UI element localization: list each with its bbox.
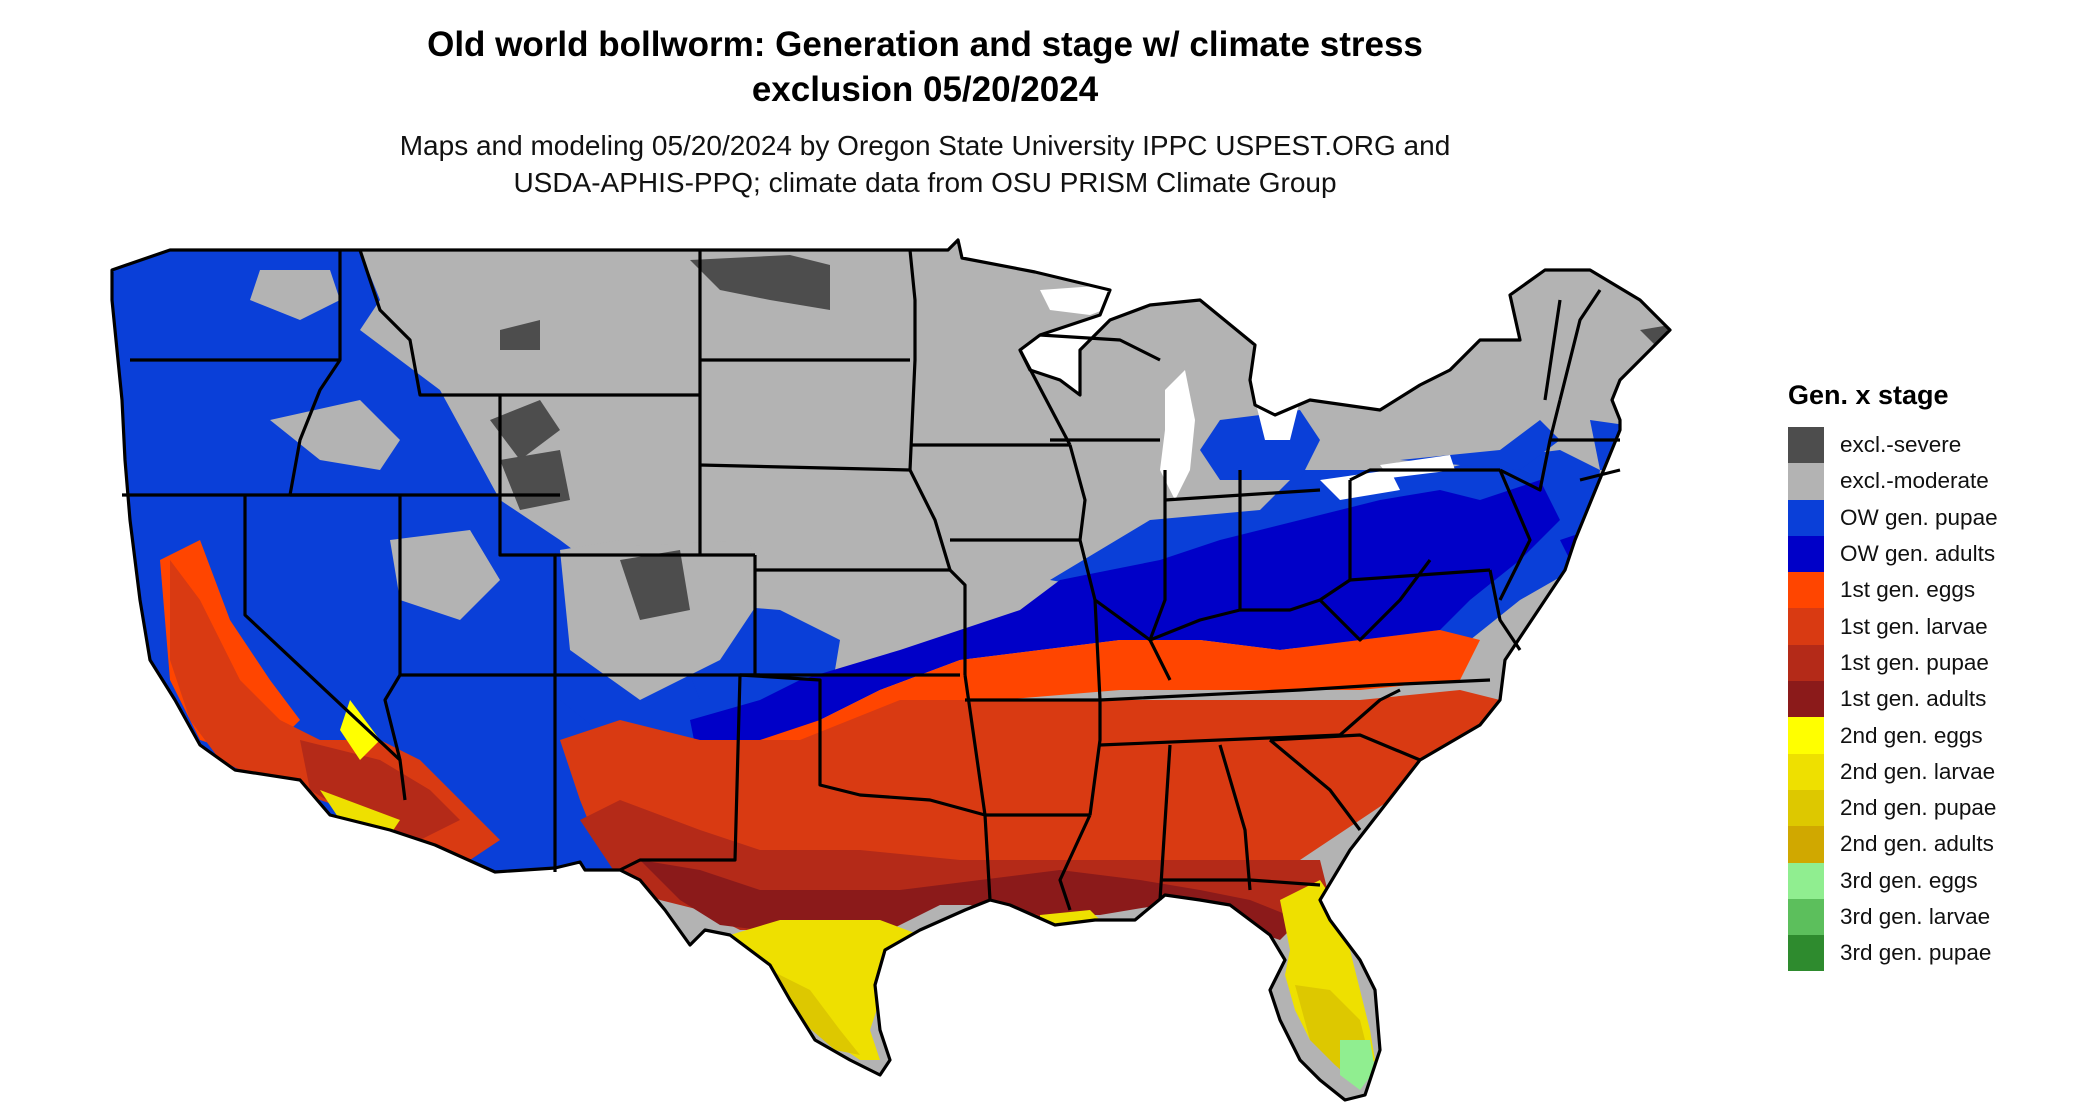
- legend-label: 3rd gen. eggs: [1840, 867, 1978, 893]
- legend-item: 3rd gen. larvae: [1788, 898, 2078, 936]
- legend-item: 1st gen. pupae: [1788, 644, 2078, 682]
- legend-item: 1st gen. eggs: [1788, 572, 2078, 609]
- legend-label: excl.-severe: [1840, 432, 1962, 458]
- legend-swatch: [1788, 717, 1824, 754]
- legend-label: 3rd gen. larvae: [1840, 904, 1991, 929]
- legend-swatch: [1788, 463, 1824, 500]
- legend-swatch: [1788, 753, 1824, 790]
- legend-label: 2nd gen. eggs: [1840, 722, 1983, 748]
- legend-swatch: [1788, 935, 1824, 972]
- map-title-line-2: exclusion 05/20/2024: [751, 70, 1099, 109]
- legend-swatch: [1788, 572, 1824, 609]
- legend-swatch: [1788, 535, 1824, 573]
- legend-item: 2nd gen. eggs: [1788, 717, 2078, 754]
- legend-item: OW gen. pupae: [1788, 499, 2078, 536]
- legend-label: OW gen. pupae: [1840, 504, 1998, 530]
- legend-title: Gen. x stage: [1788, 380, 1949, 410]
- legend-item: excl.-moderate: [1788, 463, 2078, 500]
- legend-swatch: [1788, 644, 1824, 682]
- legend-label: 2nd gen. larvae: [1840, 758, 1996, 784]
- map-subtitle: Maps and modeling 05/20/2024 by Oregon S…: [0, 127, 1850, 201]
- legend-item: 2nd gen. pupae: [1788, 789, 2078, 827]
- map-subtitle-line-2: USDA-APHIS-PPQ; climate data from OSU PR…: [513, 167, 1337, 198]
- legend-swatch: [1788, 898, 1824, 936]
- legend-item: 3rd gen. eggs: [1788, 862, 2078, 899]
- legend-label: 3rd gen. pupae: [1840, 940, 1992, 966]
- legend-swatch: [1788, 681, 1824, 718]
- map-title-line-1: Old world bollworm: Generation and stage…: [427, 25, 1423, 64]
- map-subtitle-line-1: Maps and modeling 05/20/2024 by Oregon S…: [399, 130, 1451, 161]
- legend: Gen. x stage excl.-severe excl.-moderate O…: [1788, 380, 2078, 972]
- legend-label: OW gen. adults: [1840, 541, 1996, 567]
- legend-label: 2nd gen. pupae: [1840, 795, 1997, 821]
- legend-swatch: [1788, 862, 1824, 899]
- legend-item: 1st gen. adults: [1788, 681, 2078, 718]
- legend-label: 1st gen. eggs: [1840, 577, 1976, 603]
- legend-item: excl.-severe: [1788, 427, 2078, 464]
- legend-swatch: [1788, 499, 1824, 536]
- legend-swatch: [1788, 427, 1824, 464]
- legend-items: excl.-severe excl.-moderate OW gen. pupae O…: [1788, 427, 2078, 972]
- legend-swatch: [1788, 608, 1824, 645]
- legend-swatch: [1788, 826, 1824, 863]
- legend-item: 3rd gen. pupae: [1788, 935, 2078, 972]
- legend-item: 2nd gen. larvae: [1788, 753, 2078, 790]
- map-title: Old world bollworm: Generation and stage…: [0, 22, 1850, 112]
- legend-label: 1st gen. pupae: [1840, 649, 1989, 675]
- legend-label: 1st gen. adults: [1840, 686, 1987, 712]
- legend-item: 1st gen. larvae: [1788, 608, 2078, 645]
- legend-swatch: [1788, 789, 1824, 827]
- legend-label: excl.-moderate: [1840, 468, 1989, 494]
- legend-item: OW gen. adults: [1788, 535, 2078, 573]
- legend-label: 2nd gen. adults: [1840, 831, 1994, 857]
- legend-item: 2nd gen. adults: [1788, 826, 2078, 863]
- legend-label: 1st gen. larvae: [1840, 613, 1988, 639]
